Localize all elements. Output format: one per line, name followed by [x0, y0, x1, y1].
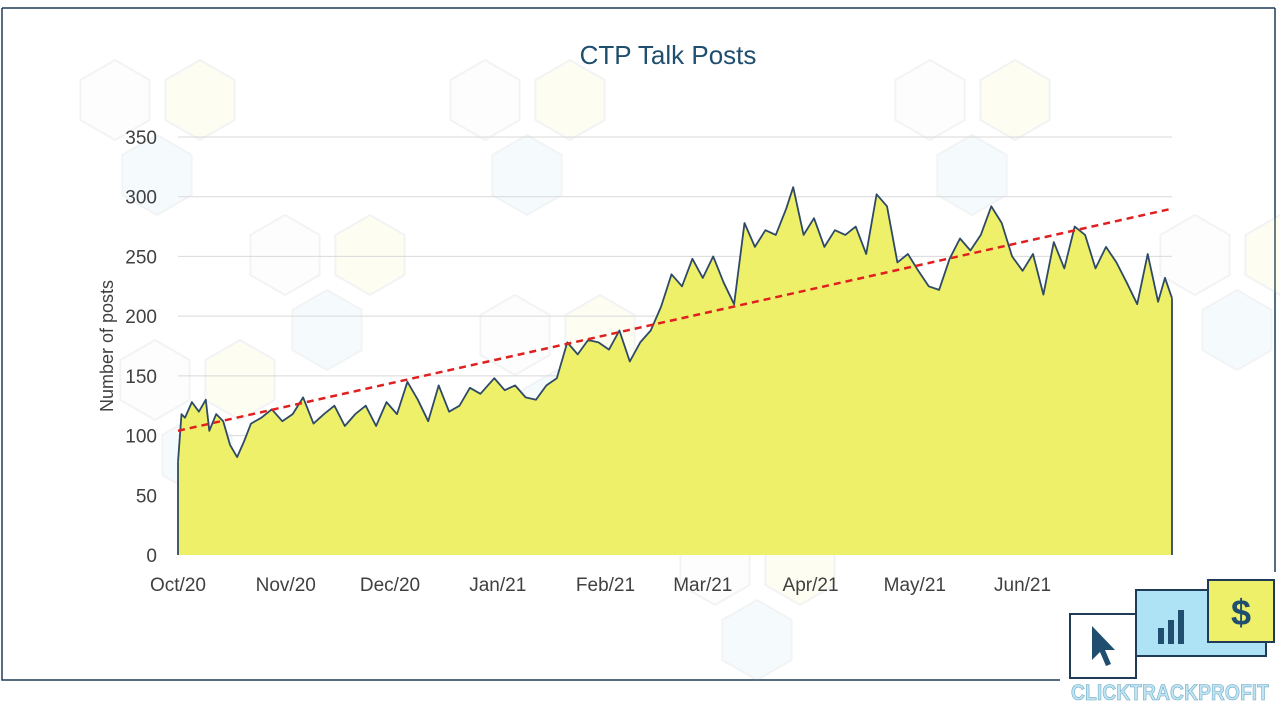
series-line — [177, 186, 1173, 462]
watermark-hexagon — [79, 58, 151, 142]
watermark-hexagon — [449, 58, 521, 142]
trendline — [177, 207, 1173, 433]
x-tick-label: Oct/20 — [150, 575, 206, 596]
y-tick-label: 300 — [125, 188, 157, 209]
y-tick-label: 150 — [125, 367, 157, 388]
watermark-hexagon — [936, 133, 1008, 217]
bar-chart-icon — [1158, 610, 1184, 644]
watermark-hexagon — [334, 213, 406, 297]
x-tick-label: Jan/21 — [469, 575, 526, 596]
watermark-pattern — [79, 58, 1280, 682]
area-series — [177, 186, 1173, 555]
watermark-hexagon — [979, 58, 1051, 142]
watermark-hexagon — [1159, 213, 1231, 297]
trendline-series — [177, 207, 1173, 433]
dollar-icon: $ — [1231, 592, 1251, 633]
watermark-hexagon — [249, 213, 321, 297]
chart-title: CTP Talk Posts — [580, 40, 757, 70]
frame-left-bottom-border — [1, 8, 1060, 681]
watermark-hexagon — [721, 598, 793, 682]
x-tick-label: Nov/20 — [256, 575, 316, 596]
watermark-hexagon — [204, 338, 276, 422]
watermark-hexagon — [119, 338, 191, 422]
y-tick-label: 250 — [125, 247, 157, 268]
y-tick-label: 200 — [125, 307, 157, 328]
y-axis-ticks: 0 50 100 150 200 250 300 350 — [125, 128, 157, 567]
watermark-hexagon — [164, 58, 236, 142]
x-tick-label: Jun/21 — [994, 575, 1051, 596]
x-tick-label: Apr/21 — [783, 575, 839, 596]
watermark-hexagon — [121, 133, 193, 217]
x-axis-ticks: Oct/20 Nov/20 Dec/20 Jan/21 Feb/21 Mar/21 Apr/… — [150, 575, 1051, 596]
cursor-arrow-icon — [1092, 626, 1115, 666]
y-tick-label: 350 — [125, 128, 157, 149]
y-tick-label: 0 — [146, 546, 157, 567]
watermark-hexagon — [894, 58, 966, 142]
watermark-hexagon — [1244, 213, 1280, 297]
x-tick-label: Mar/21 — [673, 575, 732, 596]
watermark-hexagon — [491, 133, 563, 217]
x-tick-label: Dec/20 — [360, 575, 420, 596]
brand-wordmark: CLICKTRACKPROFIT — [1071, 680, 1269, 705]
x-tick-label: Feb/21 — [576, 575, 635, 596]
watermark-hexagon — [534, 58, 606, 142]
y-tick-label: 50 — [136, 486, 157, 507]
x-tick-label: May/21 — [884, 575, 946, 596]
watermark-hexagon — [479, 293, 551, 377]
watermark-hexagon — [1201, 288, 1273, 372]
y-tick-label: 100 — [125, 427, 157, 448]
watermark-hexagon — [291, 288, 363, 372]
brand-logo: $ CLICKTRACKPROFIT — [1069, 579, 1275, 705]
y-axis-label: Number of posts — [97, 280, 117, 412]
logo-dollar-box — [1207, 579, 1275, 643]
